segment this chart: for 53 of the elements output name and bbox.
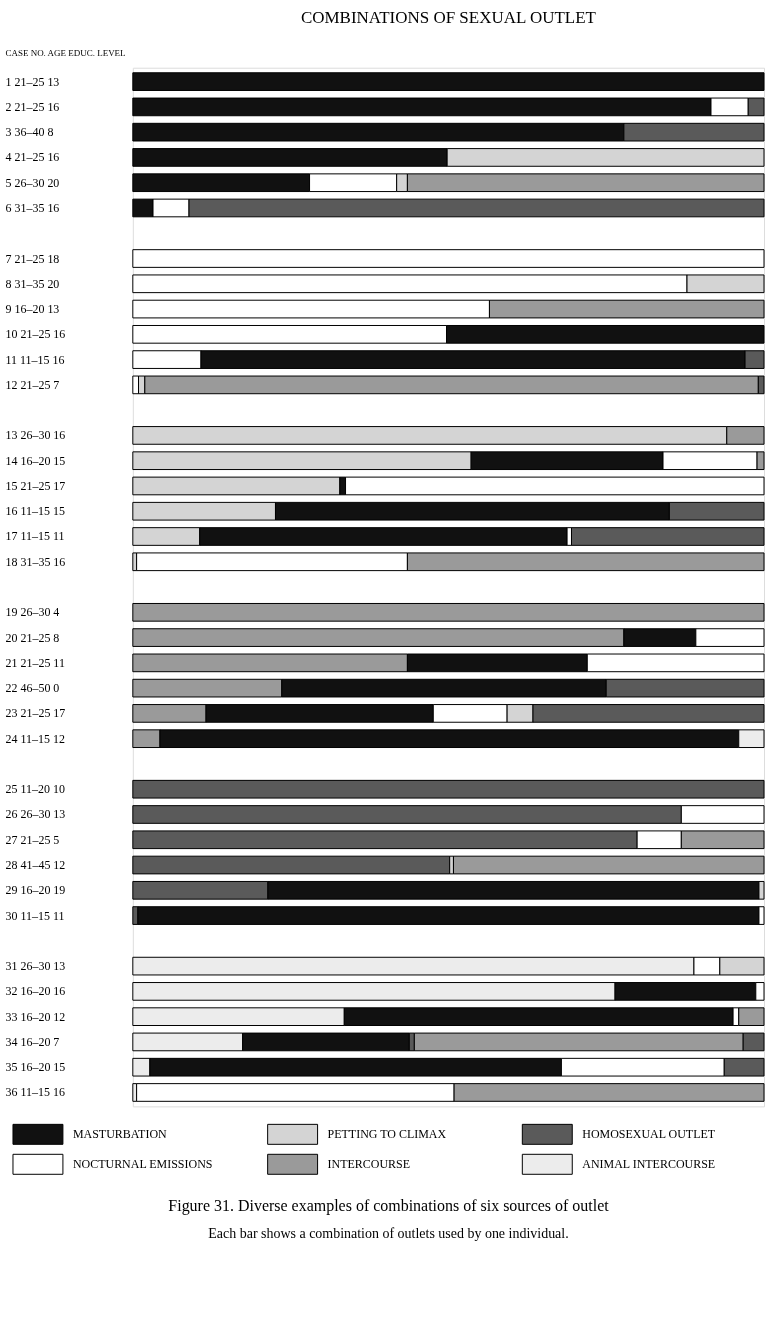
bar: [132, 602, 765, 622]
y-tick-label: 8 31–35 20: [5, 276, 60, 291]
y-tick-label: 1 21–25 13: [5, 74, 60, 89]
y-tick-label: 22 46–50 0: [5, 681, 60, 696]
legend-label: INTERCOURSE: [327, 1157, 411, 1172]
text: Each bar shows a combination of outlets used by one individual.: [208, 1226, 569, 1242]
legend-label: NOCTURNAL EMISSIONS: [72, 1157, 213, 1172]
bar: [452, 855, 765, 875]
y-tick-label: 18 31–35 16: [5, 554, 66, 569]
y-tick-label: 27 21–25 5: [5, 832, 60, 847]
y-tick-label: 11 11–15 16: [5, 352, 65, 367]
y-tick-label: 26 26–30 13: [5, 807, 66, 822]
y-tick-label: 31 26–30 13: [5, 959, 66, 974]
y-tick-label: 28 41–45 12: [5, 858, 66, 873]
y-tick-label: 34 16–20 7: [5, 1034, 60, 1049]
y-tick-label: 6 31–35 16: [5, 200, 60, 215]
y-tick-label: 5 26–30 20: [5, 175, 60, 190]
y-tick-label: 4 21–25 16: [5, 150, 60, 165]
y-tick-label: 33 16–20 12: [5, 1009, 66, 1024]
bar: [132, 72, 765, 91]
y-tick-label: 25 11–20 10: [5, 782, 65, 797]
y-tick-label: 12 21–25 7: [5, 377, 60, 392]
y-tick-label: 2 21–25 16: [5, 99, 60, 114]
bar: [132, 249, 765, 268]
y-tick-label: 16 11–15 15: [5, 504, 65, 519]
legend-label: PETTING TO CLIMAX: [327, 1127, 447, 1142]
bar: [132, 855, 451, 875]
bar: [132, 375, 140, 395]
y-tick-label: 29 16–20 19: [5, 883, 66, 898]
y-tick-label: 21 21–25 11: [5, 655, 65, 670]
y-tick-label: 15 21–25 17: [5, 478, 66, 493]
y-tick-label: 24 11–15 12: [5, 731, 65, 746]
y-tick-label: 17 11–15 11: [5, 529, 65, 544]
y-tick-label: 20 21–25 8: [5, 630, 60, 645]
legend-label: ANIMAL INTERCOURSE: [582, 1157, 716, 1172]
caption: Figure 31. Diverse examples of combinations of six sources of outlet: [168, 1197, 610, 1216]
legend-label: HOMOSEXUAL OUTLET: [582, 1127, 716, 1142]
y-tick-label: 7 21–25 18: [5, 251, 60, 266]
y-tick-label: 32 16–20 16: [5, 984, 66, 999]
y-tick-label: 14 16–20 15: [5, 453, 66, 468]
y-tick-label: 36 11–15 16: [5, 1085, 65, 1100]
y-tick-label: 23 21–25 17: [5, 706, 66, 721]
y-tick-label: 35 16–20 15: [5, 1060, 66, 1075]
legend-label: MASTURBATION: [72, 1127, 168, 1142]
chart-title: COMBINATIONS OF SEXUAL OUTLET: [300, 7, 597, 27]
y-tick-label: 3 36–40 8: [5, 125, 54, 140]
y-axis-title: CASE NO. AGE EDUC. LEVEL: [5, 48, 126, 59]
y-tick-label: 10 21–25 16: [5, 327, 66, 342]
y-tick-label: 19 26–30 4: [5, 605, 60, 620]
bar: [132, 779, 765, 799]
y-tick-label: 9 16–20 13: [5, 302, 60, 317]
y-tick-label: 30 11–15 11: [5, 908, 65, 923]
y-tick-label: 13 26–30 16: [5, 428, 66, 443]
